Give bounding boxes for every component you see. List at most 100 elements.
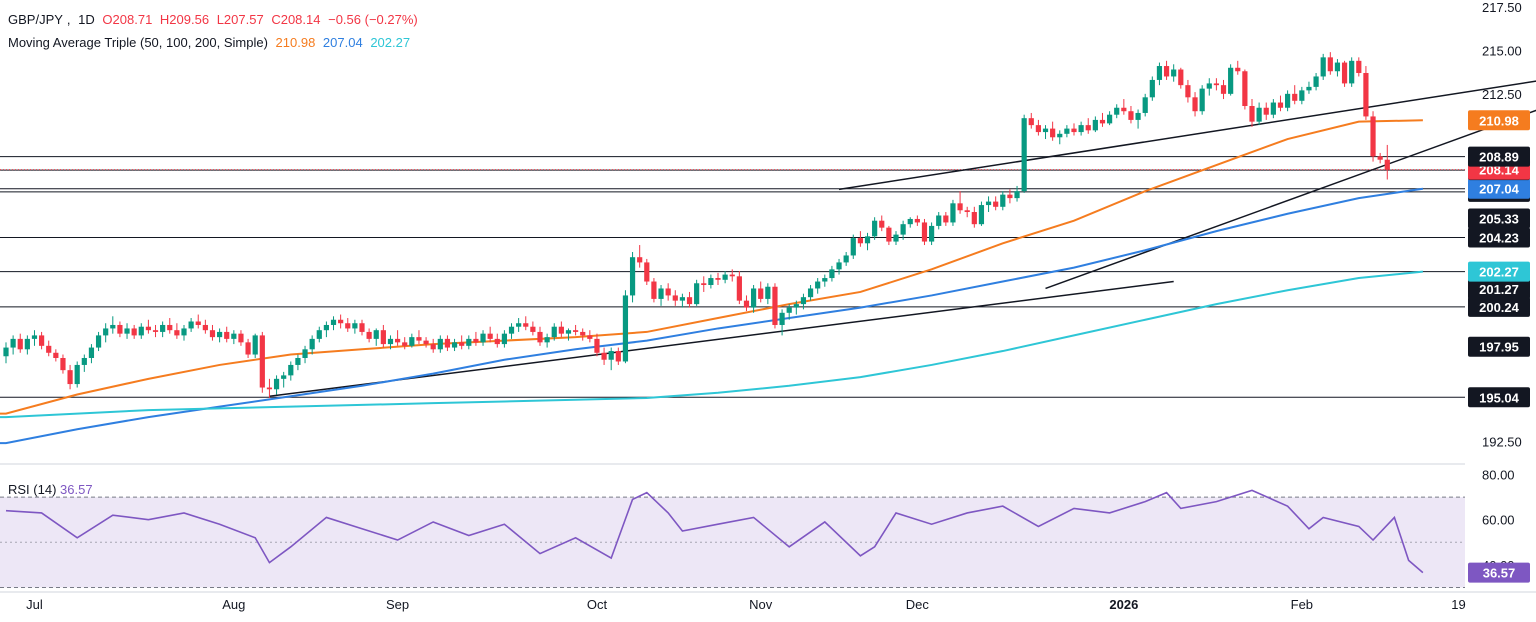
candle-body[interactable]: [359, 323, 365, 332]
candle-body[interactable]: [523, 323, 529, 327]
candle-body[interactable]: [10, 338, 16, 348]
candle-body[interactable]: [715, 278, 721, 280]
candle-body[interactable]: [437, 338, 443, 350]
candle-body[interactable]: [238, 333, 244, 343]
candle-body[interactable]: [793, 304, 799, 308]
candle-body[interactable]: [772, 286, 778, 325]
candle-body[interactable]: [1235, 67, 1241, 72]
candle-body[interactable]: [900, 224, 906, 235]
candle-body[interactable]: [957, 203, 963, 211]
candle-body[interactable]: [758, 288, 764, 299]
candle-body[interactable]: [444, 338, 451, 348]
candle-body[interactable]: [1135, 112, 1141, 120]
candle-body[interactable]: [1014, 191, 1020, 199]
candle-body[interactable]: [1199, 88, 1205, 112]
candle-body[interactable]: [1163, 66, 1170, 77]
candle-body[interactable]: [1256, 107, 1262, 122]
candle-body[interactable]: [387, 338, 394, 345]
candle-body[interactable]: [302, 349, 308, 358]
candle-body[interactable]: [1042, 128, 1049, 133]
candle-body[interactable]: [672, 295, 678, 301]
candle-body[interactable]: [316, 330, 322, 339]
candle-body[interactable]: [1377, 156, 1383, 160]
candle-body[interactable]: [1050, 128, 1056, 138]
candle-body[interactable]: [1263, 107, 1269, 115]
candle-body[interactable]: [366, 331, 372, 339]
candle-body[interactable]: [395, 338, 401, 343]
candle-body[interactable]: [637, 257, 643, 263]
candle-body[interactable]: [822, 278, 828, 282]
candle-body[interactable]: [1277, 102, 1284, 108]
candle-body[interactable]: [807, 288, 814, 298]
candle-body[interactable]: [480, 333, 486, 343]
candle-body[interactable]: [74, 364, 80, 385]
candle-body[interactable]: [530, 326, 536, 332]
candle-body[interactable]: [978, 205, 985, 225]
candle-body[interactable]: [266, 387, 273, 390]
candle-body[interactable]: [1000, 194, 1006, 207]
candle-body[interactable]: [544, 337, 550, 343]
candle-body[interactable]: [1370, 116, 1376, 157]
candle-body[interactable]: [722, 274, 728, 280]
candle-body[interactable]: [765, 286, 771, 299]
candle-body[interactable]: [1071, 128, 1077, 133]
candle-body[interactable]: [1142, 97, 1148, 113]
candle-body[interactable]: [1156, 66, 1163, 80]
candle-body[interactable]: [1114, 107, 1120, 115]
candle-body[interactable]: [565, 330, 572, 334]
candle-body[interactable]: [1349, 60, 1355, 84]
candle-body[interactable]: [1206, 83, 1212, 89]
candle-body[interactable]: [1107, 114, 1113, 124]
candle-body[interactable]: [558, 326, 564, 334]
candles[interactable]: [3, 52, 1390, 398]
candle-body[interactable]: [708, 278, 714, 286]
candle-body[interactable]: [1285, 93, 1291, 108]
candle-body[interactable]: [601, 352, 607, 360]
candle-body[interactable]: [167, 324, 173, 331]
candle-body[interactable]: [879, 220, 885, 228]
candle-body[interactable]: [800, 297, 807, 305]
candle-body[interactable]: [786, 307, 792, 313]
interval[interactable]: 1D: [78, 12, 95, 27]
candle-body[interactable]: [145, 326, 151, 331]
candle-body[interactable]: [1334, 62, 1341, 72]
candle-body[interactable]: [857, 238, 863, 244]
candle-body[interactable]: [416, 337, 422, 341]
candle-body[interactable]: [1007, 194, 1013, 199]
candle-body[interactable]: [1249, 106, 1255, 122]
candle-body[interactable]: [1035, 125, 1041, 133]
candle-body[interactable]: [409, 337, 415, 346]
candle-body[interactable]: [694, 283, 700, 305]
candle-body[interactable]: [1192, 97, 1198, 112]
candle-body[interactable]: [1171, 69, 1177, 77]
candle-body[interactable]: [516, 323, 522, 327]
candle-body[interactable]: [1341, 62, 1348, 84]
candle-body[interactable]: [53, 352, 59, 358]
candle-body[interactable]: [259, 335, 265, 388]
candle-body[interactable]: [615, 351, 621, 362]
candle-body[interactable]: [1220, 85, 1227, 94]
candle-body[interactable]: [686, 297, 693, 305]
candle-body[interactable]: [537, 331, 543, 343]
candle-body[interactable]: [81, 357, 87, 365]
candle-body[interactable]: [60, 357, 66, 371]
candle-body[interactable]: [914, 218, 920, 223]
candle-body[interactable]: [644, 262, 650, 282]
candle-body[interactable]: [295, 357, 301, 365]
candle-body[interactable]: [1128, 111, 1134, 120]
candle-body[interactable]: [1099, 119, 1106, 124]
candle-body[interactable]: [701, 283, 707, 286]
candle-body[interactable]: [1299, 90, 1305, 101]
ma-label[interactable]: Moving Average Triple (50, 100, 200, Sim…: [8, 35, 268, 50]
candle-body[interactable]: [352, 323, 358, 329]
candle-body[interactable]: [131, 328, 137, 336]
candle-body[interactable]: [943, 215, 949, 223]
candle-body[interactable]: [651, 281, 657, 299]
candle-body[interactable]: [209, 330, 216, 338]
candle-body[interactable]: [501, 333, 507, 345]
candle-body[interactable]: [729, 274, 735, 277]
candle-body[interactable]: [1185, 85, 1191, 98]
candle-body[interactable]: [1356, 60, 1362, 73]
candle-body[interactable]: [573, 330, 579, 332]
candle-body[interactable]: [345, 323, 351, 329]
